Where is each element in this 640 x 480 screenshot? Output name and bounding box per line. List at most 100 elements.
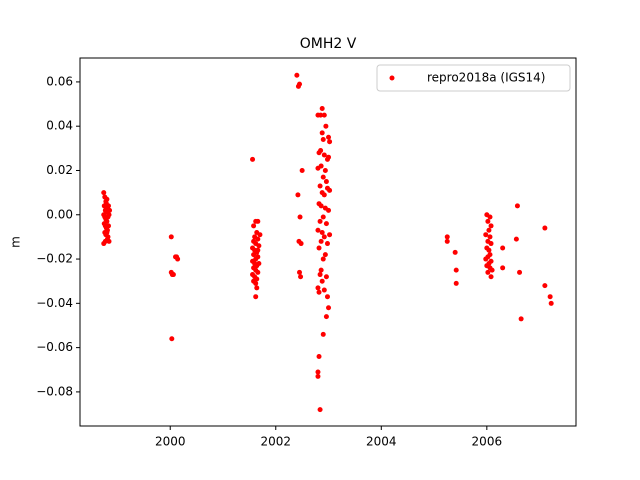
point <box>101 190 107 196</box>
point <box>326 207 332 213</box>
point <box>320 331 326 337</box>
x-tick-label: 2004 <box>366 435 397 449</box>
point <box>321 112 327 118</box>
point <box>253 294 259 300</box>
point <box>323 179 329 185</box>
point <box>298 241 304 247</box>
point <box>547 294 553 300</box>
point <box>316 150 322 156</box>
point <box>514 203 520 209</box>
point <box>255 269 261 275</box>
point <box>327 139 333 145</box>
y-tick-label: −0.02 <box>36 252 73 266</box>
point <box>321 234 327 240</box>
point <box>326 154 332 160</box>
point <box>489 267 495 273</box>
point <box>317 407 323 413</box>
point <box>322 252 328 258</box>
point <box>105 223 111 229</box>
point <box>323 123 329 129</box>
point <box>255 218 261 224</box>
chart-title: OMH2 V <box>300 36 357 52</box>
point <box>319 229 325 235</box>
point <box>295 192 301 198</box>
point <box>316 245 322 251</box>
point <box>317 218 323 224</box>
point <box>256 260 262 266</box>
point <box>542 225 548 231</box>
point <box>319 130 325 136</box>
point <box>255 247 261 253</box>
point <box>320 174 326 180</box>
point <box>107 207 113 213</box>
point <box>324 294 330 300</box>
point <box>517 269 523 275</box>
point <box>318 203 324 209</box>
point <box>486 227 492 233</box>
point <box>500 265 506 271</box>
point <box>255 236 261 242</box>
y-tick-label: −0.08 <box>36 384 73 398</box>
point <box>326 134 332 140</box>
point <box>316 353 322 359</box>
point <box>256 243 262 249</box>
point <box>452 249 458 255</box>
point <box>168 234 174 240</box>
point <box>487 214 493 220</box>
point <box>174 254 180 260</box>
point <box>315 165 321 171</box>
point <box>444 238 450 244</box>
y-tick-label: 0.02 <box>46 163 73 177</box>
point <box>253 280 259 286</box>
point <box>488 223 494 229</box>
point <box>500 245 506 251</box>
point <box>170 272 176 278</box>
point <box>297 214 303 220</box>
plot-frame <box>79 57 577 427</box>
point <box>104 229 110 235</box>
point <box>327 232 333 238</box>
point <box>103 201 109 207</box>
point <box>257 232 263 238</box>
point <box>318 238 324 244</box>
point <box>294 72 300 78</box>
point <box>486 247 492 253</box>
y-tick-label: 0.04 <box>46 119 73 133</box>
y-tick-label: 0.06 <box>46 74 73 88</box>
point <box>322 167 328 173</box>
point <box>321 152 327 158</box>
point <box>323 221 329 227</box>
point <box>316 289 322 295</box>
point <box>320 214 326 220</box>
point <box>315 373 321 379</box>
point <box>483 232 489 238</box>
point <box>548 300 554 306</box>
legend-marker <box>389 75 395 81</box>
point <box>453 280 459 286</box>
point <box>250 156 256 162</box>
point <box>295 83 301 89</box>
x-tick-label: 2000 <box>155 435 186 449</box>
point <box>485 269 491 275</box>
point <box>318 267 324 273</box>
y-tick-label: −0.06 <box>36 340 73 354</box>
point <box>323 274 329 280</box>
point <box>319 278 325 284</box>
point <box>317 272 323 278</box>
point <box>254 285 260 291</box>
point <box>251 252 257 258</box>
y-tick-label: −0.04 <box>36 296 73 310</box>
point <box>453 267 459 273</box>
point <box>317 183 323 189</box>
point <box>483 256 489 262</box>
point <box>106 238 112 244</box>
point <box>104 196 110 202</box>
point <box>298 274 304 280</box>
legend-label: repro2018a (IGS14) <box>427 71 545 85</box>
point <box>106 212 112 218</box>
point <box>488 274 494 280</box>
point <box>315 285 321 291</box>
point <box>315 112 321 118</box>
x-tick-label: 2002 <box>260 435 291 449</box>
